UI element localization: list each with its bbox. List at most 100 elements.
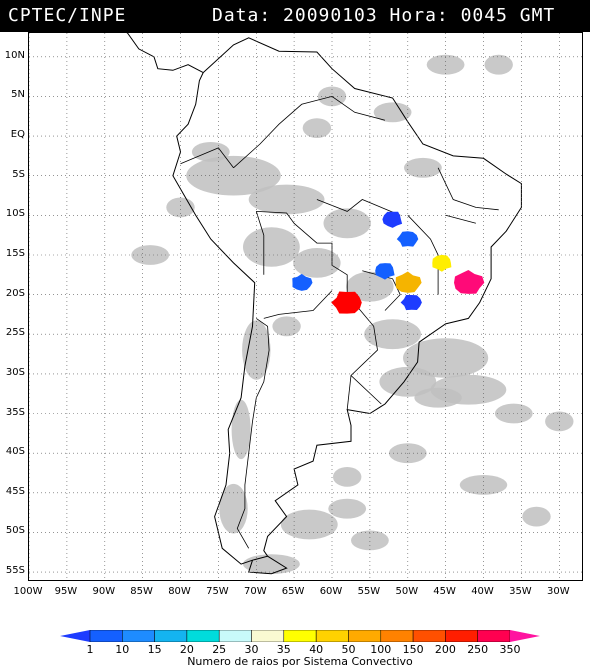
colorbar-tick-label: 35: [276, 643, 291, 656]
convective-system: [375, 263, 395, 280]
longitude-tick: 85W: [130, 586, 153, 597]
longitude-tick: 55W: [357, 586, 381, 597]
convective-systems: [292, 211, 485, 314]
longitude-tick: 50W: [395, 586, 419, 597]
colorbar-segment: [154, 630, 188, 642]
latitude-tick: 25S: [5, 327, 25, 339]
longitude-tick: 80W: [168, 586, 191, 597]
cloud-patch: [404, 157, 442, 178]
latitude-tick: 55S: [5, 565, 25, 577]
central-america-coastline: [119, 28, 204, 74]
latitude-tick: 50S: [5, 525, 25, 537]
political-border: [445, 214, 477, 224]
latitude-tick: 10N: [4, 49, 25, 61]
colorbar-tick-label: 100: [370, 643, 392, 656]
political-border: [255, 211, 265, 275]
cloud-patch: [248, 184, 325, 215]
political-border: [236, 318, 270, 549]
cloud-patch: [328, 498, 367, 519]
colorbar-segment: [89, 630, 123, 642]
convective-system: [395, 271, 422, 293]
map-canvas: [28, 28, 582, 580]
colorbar-tick-label: 25: [212, 643, 227, 656]
cloud-patch: [280, 509, 338, 540]
cloud-patch: [333, 467, 362, 487]
cloud-patch: [459, 475, 508, 495]
longitude-tick: 65W: [281, 586, 305, 597]
latitude-tick: EQ: [10, 129, 25, 141]
latitude-tick: 45S: [5, 485, 25, 497]
cloud-patch: [351, 530, 389, 551]
cloud-patch: [293, 248, 341, 278]
convective-system: [331, 291, 362, 314]
colorbar-tick-label: 10: [115, 643, 130, 656]
convective-system: [432, 254, 452, 272]
cloud-patch: [243, 227, 300, 267]
political-border: [437, 167, 499, 211]
colorbar-tick-label: 200: [434, 643, 456, 656]
cloud-patch: [364, 319, 421, 350]
colorbar-segment: [60, 630, 90, 642]
tierra-del-fuego-coastline: [248, 555, 288, 575]
cloud-patch: [426, 54, 465, 75]
cloud-patch: [484, 54, 513, 75]
longitude-tick: 60W: [319, 586, 343, 597]
colorbar-tick-label: 20: [179, 643, 194, 656]
latitude-tick: 5N: [11, 89, 25, 101]
longitude-tick: 40W: [471, 586, 494, 597]
longitude-tick: 75W: [206, 586, 229, 597]
colorbar-segment: [412, 630, 446, 642]
cloud-patch: [231, 399, 251, 460]
longitude-tick: 100W: [13, 586, 43, 597]
longitude-tick: 90W: [92, 586, 116, 597]
colorbar-segment: [510, 630, 540, 642]
cloud-patch: [302, 118, 332, 138]
convective-system: [400, 295, 422, 311]
convective-system: [292, 273, 313, 291]
colorbar-tick-label: 1: [86, 643, 94, 656]
latitude-tick: 15S: [5, 248, 25, 259]
political-border: [407, 215, 439, 295]
cloud-patch: [242, 320, 271, 380]
convective-system: [454, 270, 485, 294]
colorbar-segment: [477, 630, 511, 642]
title-bar: CPTEC/INPE Data: 20090103 Hora: 0045 GMT: [0, 0, 590, 32]
longitude-tick: 35W: [509, 586, 532, 597]
colorbar-tick-label: 350: [499, 643, 521, 656]
cloud-patch: [272, 316, 301, 337]
cloud-patch: [219, 483, 248, 534]
colorbar-tick-label: 15: [147, 643, 162, 656]
colorbar: [60, 630, 540, 642]
longitude-tick: 45W: [433, 586, 456, 597]
colorbar-tick-label: 50: [341, 643, 356, 656]
political-border: [346, 375, 352, 410]
south-america-coastline: [172, 37, 522, 565]
colorbar-segment: [283, 630, 317, 642]
longitude-tick: 30W: [546, 586, 570, 597]
colorbar-tick-label: 150: [402, 643, 424, 656]
political-border: [180, 147, 234, 169]
latitude-tick: 40S: [5, 446, 25, 458]
cloud-patch: [131, 245, 170, 265]
colorbar-tick-label: 40: [309, 643, 324, 656]
colorbar-tick-label: 250: [467, 643, 489, 656]
colorbar-segment: [251, 630, 285, 642]
colorbar-caption: Numero de raios por Sistema Convectivo: [187, 655, 413, 668]
longitude-tick: 70W: [243, 586, 267, 597]
political-border: [233, 95, 386, 169]
political-border: [256, 211, 382, 405]
cloud-patch: [323, 208, 371, 239]
colorbar-tick-label: 30: [244, 643, 259, 656]
cloud-patch: [414, 387, 462, 408]
colorbar-segment: [315, 630, 349, 642]
cloud-layer: [131, 54, 574, 574]
gridlines: [28, 33, 582, 580]
cloud-patch: [373, 102, 412, 123]
cloud-patch: [166, 197, 195, 218]
colorbar-segment: [218, 630, 252, 642]
cloud-patch: [346, 271, 394, 302]
latitude-tick: 10S: [5, 208, 25, 220]
convective-system: [396, 231, 419, 247]
colorbar-segment: [380, 630, 414, 642]
colorbar-segment: [348, 630, 382, 642]
